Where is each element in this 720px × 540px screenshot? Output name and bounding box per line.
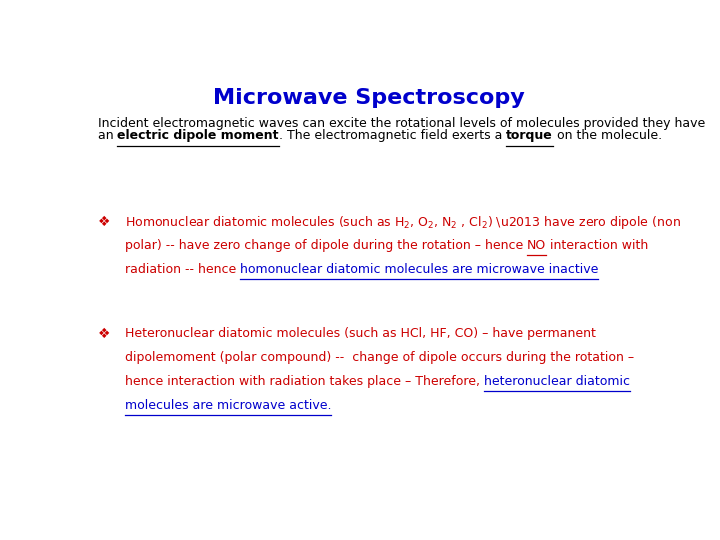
Text: Microwave Spectroscopy: Microwave Spectroscopy (213, 87, 525, 107)
Text: an: an (98, 129, 117, 142)
Text: polar) -- have zero change of dipole during the rotation – hence: polar) -- have zero change of dipole dur… (125, 239, 527, 252)
Text: hence interaction with radiation takes place – Therefore,: hence interaction with radiation takes p… (125, 375, 484, 388)
Text: NO: NO (527, 239, 546, 252)
Text: radiation -- hence: radiation -- hence (125, 263, 240, 276)
Text: Homonuclear diatomic molecules (such as H$_2$, O$_2$, N$_2$ , Cl$_2$) \u2013 hav: Homonuclear diatomic molecules (such as … (125, 214, 680, 232)
Text: heteronuclear diatomic: heteronuclear diatomic (484, 375, 629, 388)
Text: on the molecule.: on the molecule. (553, 129, 662, 142)
Text: molecules are microwave active.: molecules are microwave active. (125, 399, 331, 412)
Text: homonuclear diatomic molecules are microwave inactive: homonuclear diatomic molecules are micro… (240, 263, 598, 276)
Text: . The electromagnetic field exerts a: . The electromagnetic field exerts a (279, 129, 506, 142)
Text: interaction with: interaction with (546, 239, 648, 252)
Text: ❖: ❖ (98, 214, 110, 228)
Text: Incident electromagnetic waves can excite the rotational levels of molecules pro: Incident electromagnetic waves can excit… (98, 117, 705, 130)
Text: Heteronuclear diatomic molecules (such as HCl, HF, CO) – have permanent: Heteronuclear diatomic molecules (such a… (125, 327, 595, 340)
Text: electric dipole moment: electric dipole moment (117, 129, 279, 142)
Text: ❖: ❖ (98, 327, 110, 341)
Text: dipolemoment (polar compound) --  change of dipole occurs during the rotation –: dipolemoment (polar compound) -- change … (125, 351, 634, 364)
Text: torque: torque (506, 129, 553, 142)
